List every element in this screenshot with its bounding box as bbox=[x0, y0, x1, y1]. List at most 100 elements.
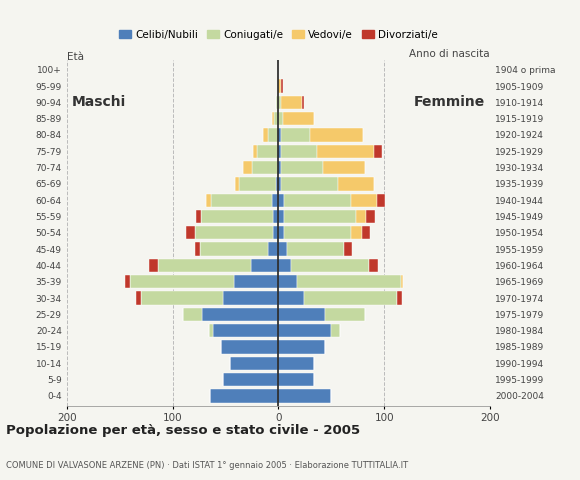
Bar bbox=[196, 210, 201, 223]
Bar bbox=[268, 128, 278, 142]
Bar bbox=[317, 144, 374, 158]
Bar bbox=[202, 308, 278, 321]
Bar bbox=[201, 210, 273, 223]
Bar bbox=[356, 210, 366, 223]
Text: Età: Età bbox=[67, 52, 84, 61]
Bar bbox=[223, 373, 278, 386]
Bar bbox=[281, 96, 302, 109]
Bar bbox=[278, 291, 304, 305]
Bar bbox=[278, 96, 281, 109]
Text: Popolazione per età, sesso e stato civile - 2005: Popolazione per età, sesso e stato civil… bbox=[6, 424, 360, 437]
Bar bbox=[276, 177, 278, 191]
Bar bbox=[278, 144, 281, 158]
Bar bbox=[351, 193, 377, 207]
Bar bbox=[284, 210, 356, 223]
Bar bbox=[239, 177, 276, 191]
Bar bbox=[273, 210, 278, 223]
Bar bbox=[253, 144, 257, 158]
Bar bbox=[284, 193, 351, 207]
Bar bbox=[374, 144, 382, 158]
Bar bbox=[278, 177, 281, 191]
Bar bbox=[278, 161, 281, 174]
Text: Maschi: Maschi bbox=[72, 96, 126, 109]
Bar bbox=[273, 226, 278, 240]
Bar bbox=[186, 226, 195, 240]
Bar bbox=[278, 324, 331, 337]
Bar bbox=[369, 259, 378, 272]
Text: Anno di nascita: Anno di nascita bbox=[409, 49, 490, 60]
Bar bbox=[257, 144, 278, 158]
Bar bbox=[149, 259, 158, 272]
Bar bbox=[158, 259, 251, 272]
Bar bbox=[272, 193, 278, 207]
Bar bbox=[397, 291, 403, 305]
Bar bbox=[278, 340, 325, 354]
Bar bbox=[244, 161, 252, 174]
Bar bbox=[278, 242, 287, 256]
Bar bbox=[206, 193, 211, 207]
Bar bbox=[351, 226, 362, 240]
Bar bbox=[302, 96, 304, 109]
Bar bbox=[278, 193, 284, 207]
Bar bbox=[278, 275, 298, 288]
Bar bbox=[325, 308, 365, 321]
Bar bbox=[211, 193, 272, 207]
Bar bbox=[278, 226, 284, 240]
Bar bbox=[209, 324, 213, 337]
Bar bbox=[331, 324, 340, 337]
Bar bbox=[278, 373, 314, 386]
Bar bbox=[278, 308, 325, 321]
Legend: Celibi/Nubili, Coniugati/e, Vedovi/e, Divorziati/e: Celibi/Nubili, Coniugati/e, Vedovi/e, Di… bbox=[115, 25, 442, 44]
Bar bbox=[183, 308, 202, 321]
Bar bbox=[125, 275, 130, 288]
Bar bbox=[281, 79, 282, 93]
Bar bbox=[276, 96, 278, 109]
Bar bbox=[234, 275, 278, 288]
Bar bbox=[195, 242, 200, 256]
Bar bbox=[230, 357, 278, 370]
Bar bbox=[223, 291, 278, 305]
Bar bbox=[272, 112, 274, 125]
Bar bbox=[278, 128, 281, 142]
Bar bbox=[401, 275, 403, 288]
Bar bbox=[130, 275, 234, 288]
Bar bbox=[274, 112, 278, 125]
Bar bbox=[281, 128, 310, 142]
Bar bbox=[278, 389, 331, 403]
Bar bbox=[323, 161, 365, 174]
Bar bbox=[344, 242, 353, 256]
Bar bbox=[278, 112, 282, 125]
Bar bbox=[213, 324, 278, 337]
Bar bbox=[278, 79, 281, 93]
Bar bbox=[291, 259, 369, 272]
Bar bbox=[263, 128, 268, 142]
Bar bbox=[304, 291, 397, 305]
Bar bbox=[195, 226, 273, 240]
Bar bbox=[338, 177, 374, 191]
Bar bbox=[141, 291, 223, 305]
Bar bbox=[287, 242, 344, 256]
Bar bbox=[281, 144, 317, 158]
Bar bbox=[235, 177, 239, 191]
Bar bbox=[136, 291, 141, 305]
Bar bbox=[282, 112, 314, 125]
Bar bbox=[298, 275, 401, 288]
Bar bbox=[278, 357, 314, 370]
Bar bbox=[251, 259, 278, 272]
Bar bbox=[366, 210, 375, 223]
Bar bbox=[377, 193, 385, 207]
Bar bbox=[221, 340, 278, 354]
Bar bbox=[281, 161, 323, 174]
Bar bbox=[281, 177, 338, 191]
Bar bbox=[278, 259, 291, 272]
Bar bbox=[278, 210, 284, 223]
Bar bbox=[284, 226, 351, 240]
Text: Femmine: Femmine bbox=[414, 96, 485, 109]
Bar bbox=[209, 389, 278, 403]
Bar bbox=[310, 128, 363, 142]
Bar bbox=[200, 242, 268, 256]
Text: COMUNE DI VALVASONE ARZENE (PN) · Dati ISTAT 1° gennaio 2005 · Elaborazione TUTT: COMUNE DI VALVASONE ARZENE (PN) · Dati I… bbox=[6, 461, 408, 470]
Bar bbox=[252, 161, 278, 174]
Bar bbox=[268, 242, 278, 256]
Bar bbox=[362, 226, 371, 240]
